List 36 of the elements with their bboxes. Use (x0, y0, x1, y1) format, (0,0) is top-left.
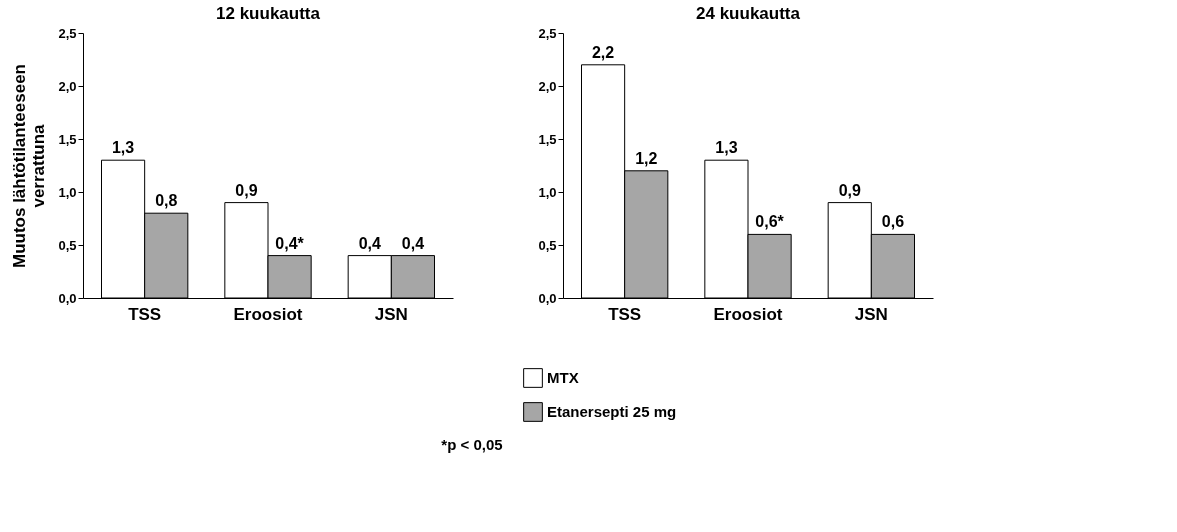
y-tick-label: 0,0 (58, 290, 77, 306)
y-tick-label: 2,5 (58, 25, 77, 41)
text: *p < 0,05 (441, 436, 503, 453)
x-tick-label: TSS (128, 304, 162, 324)
data-label: 0,9 (235, 181, 258, 199)
y-tick-label: 1,5 (58, 131, 77, 147)
y-tick-label: 0,5 (58, 237, 77, 253)
data-label: 0,4* (275, 234, 305, 252)
data-label: 0,6* (755, 213, 785, 231)
y-tick-label: 0,0 (538, 290, 557, 306)
data-label: 1,3 (715, 139, 738, 157)
legend-label: Etanersepti 25 mg (547, 403, 677, 420)
legend-label: MTX (547, 369, 579, 386)
chart-title: 12 kuukautta (216, 4, 321, 23)
data-label: 0,9 (838, 181, 861, 199)
data-label: 0,4 (358, 234, 381, 252)
y-tick-label: 2,0 (58, 78, 77, 94)
y-tick-label: 2,0 (538, 78, 557, 94)
data-label: 1,2 (635, 149, 658, 167)
y-tick-label: 2,5 (538, 25, 557, 41)
data-label: 1,3 (111, 139, 135, 157)
data-label: 0,8 (155, 192, 178, 210)
y-tick-label: 1,0 (538, 184, 557, 200)
x-tick-label: Eroosiot (713, 304, 783, 324)
chart-title: 24 kuukautta (696, 4, 801, 23)
data-label: 0,4 (401, 234, 425, 252)
y-axis-title: Muutos lähtötilanteeseen verrattuna (10, 63, 49, 269)
y-tick-label: 1,5 (538, 131, 557, 147)
x-tick-label: JSN (374, 304, 408, 324)
x-tick-label: TSS (608, 304, 642, 324)
y-tick-label: 1,0 (58, 184, 77, 200)
x-tick-label: JSN (854, 304, 888, 324)
x-tick-label: Eroosiot (233, 304, 303, 324)
data-label: 2,2 (591, 43, 615, 61)
data-label: 0,6 (881, 213, 905, 231)
y-tick-label: 0,5 (538, 237, 557, 253)
